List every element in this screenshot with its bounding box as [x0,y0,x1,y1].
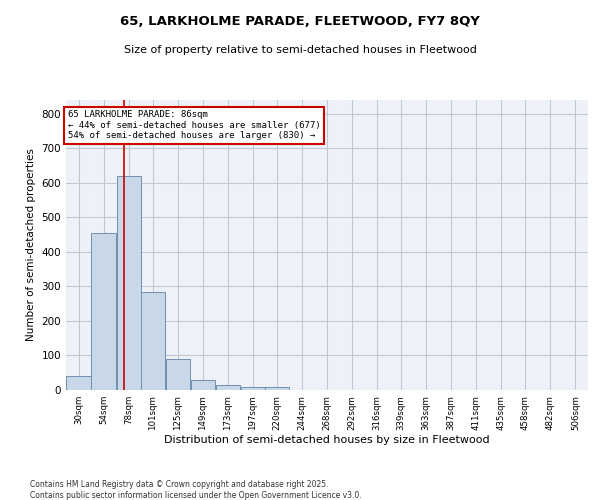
Bar [67,376,91,390]
Bar [166,359,190,390]
X-axis label: Distribution of semi-detached houses by size in Fleetwood: Distribution of semi-detached houses by … [164,436,490,446]
Text: Contains HM Land Registry data © Crown copyright and database right 2025.
Contai: Contains HM Land Registry data © Crown c… [30,480,362,500]
Bar [140,292,165,390]
Bar [116,176,141,390]
Text: 65, LARKHOLME PARADE, FLEETWOOD, FY7 8QY: 65, LARKHOLME PARADE, FLEETWOOD, FY7 8QY [120,15,480,28]
Text: 65 LARKHOLME PARADE: 86sqm
← 44% of semi-detached houses are smaller (677)
54% o: 65 LARKHOLME PARADE: 86sqm ← 44% of semi… [68,110,321,140]
Bar [191,380,215,390]
Bar [216,385,240,390]
Bar [241,386,265,390]
Text: Size of property relative to semi-detached houses in Fleetwood: Size of property relative to semi-detach… [124,45,476,55]
Y-axis label: Number of semi-detached properties: Number of semi-detached properties [26,148,36,342]
Bar [265,387,289,390]
Bar [91,233,116,390]
